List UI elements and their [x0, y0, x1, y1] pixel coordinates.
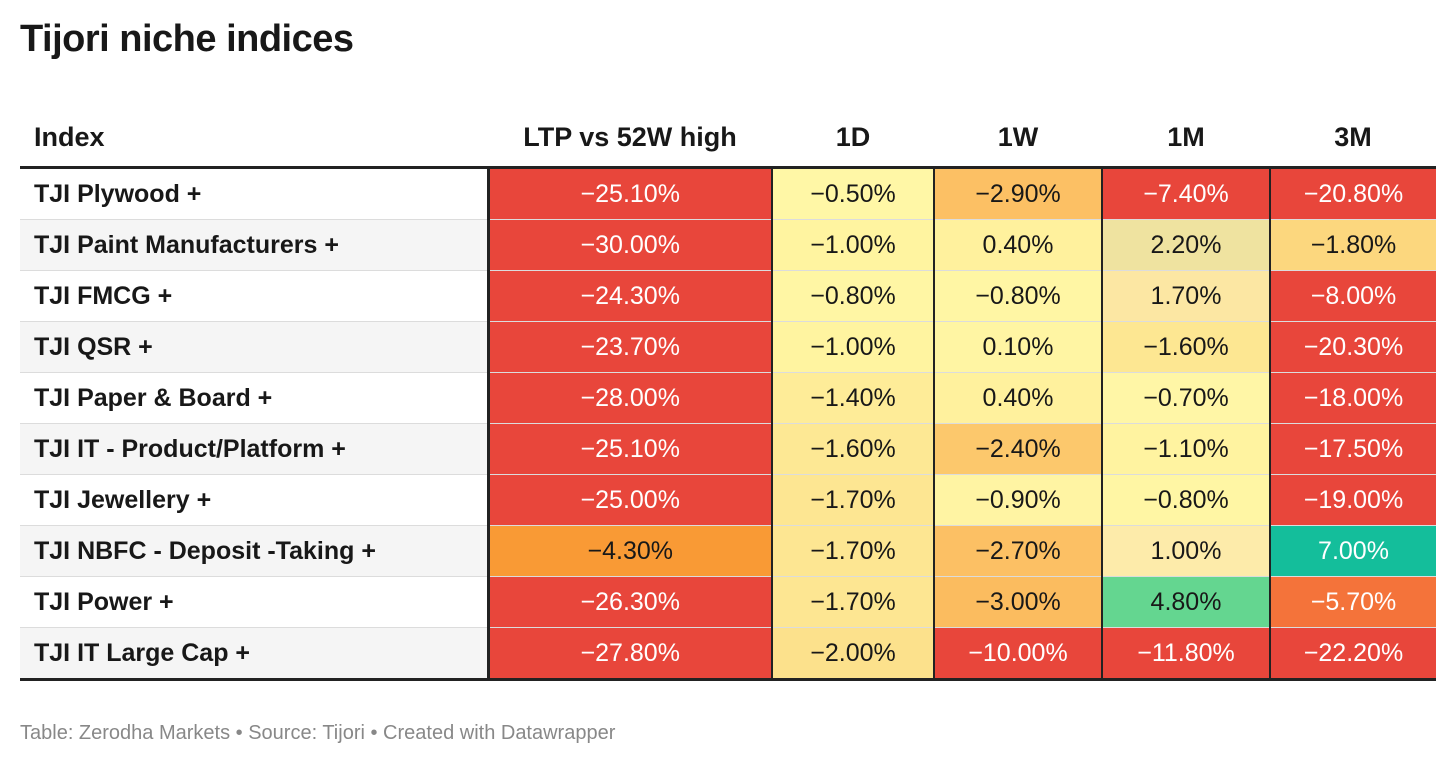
cell-ltp: −25.10% [488, 167, 773, 220]
cell-1w: 0.40% [934, 219, 1103, 271]
cell-3m: −8.00% [1270, 270, 1436, 322]
table-row: TJI Jewellery + −25.00% −1.70% −0.90% −0.80%… [20, 474, 1436, 526]
cell-1m: −1.10% [1102, 423, 1271, 475]
table-row: TJI QSR + −23.70% −1.00% 0.10% −1.60% −20.30% [20, 321, 1436, 373]
cell-3m: −5.70% [1270, 576, 1436, 628]
cell-3m: −19.00% [1270, 474, 1436, 526]
cell-1d: −1.00% [772, 321, 935, 373]
cell-1w: −3.00% [934, 576, 1103, 628]
cell-1d: −0.80% [772, 270, 935, 322]
table-row: TJI Power + −26.30% −1.70% −3.00% 4.80% −5.70… [20, 576, 1436, 628]
cell-1d: −1.70% [772, 474, 935, 526]
cell-1m: 1.70% [1102, 270, 1271, 322]
cell-1d: −1.00% [772, 219, 935, 271]
column-header-1d: 1D [772, 108, 934, 169]
cell-3m: −17.50% [1270, 423, 1436, 475]
cell-1m: 2.20% [1102, 219, 1271, 271]
cell-ltp: −30.00% [488, 219, 773, 271]
row-index-name: TJI Paint Manufacturers + [20, 219, 490, 271]
row-index-name: TJI Jewellery + [20, 474, 490, 526]
cell-ltp: −4.30% [488, 525, 773, 577]
footer-credit: Table: Zerodha Markets • Source: Tijori … [20, 722, 616, 744]
header-row: Index LTP vs 52W high 1D 1W 1M 3M [20, 108, 1436, 169]
row-index-name: TJI NBFC - Deposit -Taking + [20, 525, 490, 577]
table-row: TJI Paper & Board + −28.00% −1.40% 0.40% −0.… [20, 372, 1436, 424]
cell-1m: −1.60% [1102, 321, 1271, 373]
row-index-name: TJI Plywood + [20, 167, 490, 220]
cell-3m: −1.80% [1270, 219, 1436, 271]
cell-1w: 0.10% [934, 321, 1103, 373]
cell-3m: −20.30% [1270, 321, 1436, 373]
column-header-ltp: LTP vs 52W high [488, 108, 772, 169]
cell-ltp: −28.00% [488, 372, 773, 424]
cell-3m: −20.80% [1270, 167, 1436, 220]
cell-1w: −0.90% [934, 474, 1103, 526]
cell-ltp: −25.10% [488, 423, 773, 475]
row-index-name: TJI FMCG + [20, 270, 490, 322]
cell-1w: −10.00% [934, 627, 1103, 681]
cell-1w: 0.40% [934, 372, 1103, 424]
cell-3m: −22.20% [1270, 627, 1436, 681]
column-header-1w: 1W [934, 108, 1102, 169]
table-row: TJI IT Large Cap + −27.80% −2.00% −10.00% −1… [20, 627, 1436, 681]
cell-ltp: −25.00% [488, 474, 773, 526]
cell-1d: −1.70% [772, 576, 935, 628]
cell-1d: −1.60% [772, 423, 935, 475]
row-index-name: TJI IT Large Cap + [20, 627, 490, 681]
cell-ltp: −23.70% [488, 321, 773, 373]
cell-1m: −11.80% [1102, 627, 1271, 681]
cell-1m: −0.70% [1102, 372, 1271, 424]
table-body: TJI Plywood + −25.10% −0.50% −2.90% −7.40% −2… [20, 167, 1436, 681]
column-header-1m: 1M [1102, 108, 1270, 169]
row-index-name: TJI Power + [20, 576, 490, 628]
row-index-name: TJI Paper & Board + [20, 372, 490, 424]
cell-1m: 4.80% [1102, 576, 1271, 628]
cell-1d: −0.50% [772, 167, 935, 220]
cell-ltp: −24.30% [488, 270, 773, 322]
column-header-3m: 3M [1270, 108, 1436, 169]
cell-1m: 1.00% [1102, 525, 1271, 577]
indices-table: Index LTP vs 52W high 1D 1W 1M 3M TJI Pl… [20, 108, 1436, 681]
table-row: TJI Paint Manufacturers + −30.00% −1.00% 0.… [20, 219, 1436, 271]
cell-1w: −0.80% [934, 270, 1103, 322]
cell-ltp: −26.30% [488, 576, 773, 628]
cell-3m: −18.00% [1270, 372, 1436, 424]
cell-1m: −0.80% [1102, 474, 1271, 526]
table-row: TJI Plywood + −25.10% −0.50% −2.90% −7.40% −2… [20, 167, 1436, 220]
row-index-name: TJI IT - Product/Platform + [20, 423, 490, 475]
table-row: TJI IT - Product/Platform + −25.10% −1.60%… [20, 423, 1436, 475]
cell-ltp: −27.80% [488, 627, 773, 681]
cell-1w: −2.70% [934, 525, 1103, 577]
cell-3m: 7.00% [1270, 525, 1436, 577]
cell-1m: −7.40% [1102, 167, 1271, 220]
column-header-index: Index [20, 108, 488, 169]
cell-1d: −2.00% [772, 627, 935, 681]
row-index-name: TJI QSR + [20, 321, 490, 373]
cell-1d: −1.70% [772, 525, 935, 577]
cell-1w: −2.40% [934, 423, 1103, 475]
page-title: Tijori niche indices [20, 18, 354, 60]
cell-1d: −1.40% [772, 372, 935, 424]
table-row: TJI NBFC - Deposit -Taking + −4.30% −1.70%… [20, 525, 1436, 577]
cell-1w: −2.90% [934, 167, 1103, 220]
table-row: TJI FMCG + −24.30% −0.80% −0.80% 1.70% −8.00% [20, 270, 1436, 322]
